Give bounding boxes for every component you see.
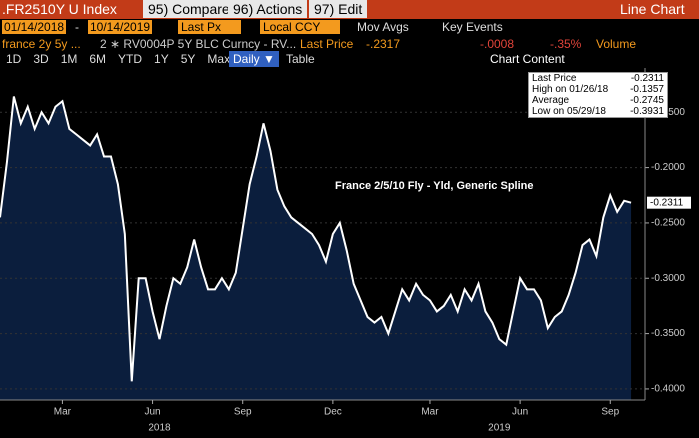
y-tick-label: -0.1500 xyxy=(651,107,685,118)
period-button[interactable]: 5Y xyxy=(180,52,196,66)
legend-row: High on 01/26/18 -0.1357 xyxy=(529,84,667,95)
x-tick-label: Jun xyxy=(512,407,528,418)
period-button[interactable]: 3D xyxy=(33,52,49,66)
view-label: Line Chart xyxy=(620,1,685,17)
area xyxy=(0,96,632,400)
price: -.2317 xyxy=(366,37,401,51)
x-tick-label: Jun xyxy=(145,407,161,418)
y-tick-label: -0.2000 xyxy=(651,162,685,173)
period-button[interactable]: YTD xyxy=(118,52,143,66)
y-tick-label: -0.2500 xyxy=(651,218,685,229)
field: Last Price xyxy=(300,37,354,51)
legend-label: Average xyxy=(532,95,570,106)
x-tick-label: Dec xyxy=(324,407,342,418)
line xyxy=(0,96,632,382)
x-tick-label: Mar xyxy=(421,407,439,418)
compare-button[interactable]: 95) Compare xyxy=(143,0,235,18)
year-label: 2018 xyxy=(148,423,171,434)
legend-row: Last Price -0.2311 xyxy=(529,73,667,84)
y-tick-label: -0.4000 xyxy=(651,384,685,395)
table-button[interactable]: Table xyxy=(286,52,315,66)
legend-value: -0.2311 xyxy=(630,73,664,84)
year-label: 2019 xyxy=(488,423,511,434)
y-tick-label: -0.3000 xyxy=(651,273,685,284)
ticker: .FR2510Y U Index xyxy=(2,1,117,17)
chart: France 2/5/10 Fly - Yld, Generic Spline … xyxy=(0,68,691,434)
legend-value: -0.2745 xyxy=(630,95,664,106)
legend-label: Low on 05/29/18 xyxy=(532,106,606,117)
legend-row: Low on 05/29/18 -0.3931 xyxy=(529,106,667,117)
actions-button[interactable]: 96) Actions xyxy=(228,0,308,18)
legend-row: Average -0.2745 xyxy=(529,95,667,106)
period-button[interactable]: 1Y xyxy=(154,52,169,66)
period-bar: 1D 3D 1M 6M YTD 1Y 5Y Max xyxy=(0,52,236,66)
legend-label: Last Price xyxy=(532,73,577,84)
y-tick-label: -0.3500 xyxy=(651,328,685,339)
frequency[interactable]: Daily ▼ xyxy=(229,51,279,67)
period-button[interactable]: 1M xyxy=(60,52,78,66)
x-tick-label: Sep xyxy=(234,407,252,418)
last-price-tag: -0.2311 xyxy=(650,197,684,208)
security-name: france 2y 5y ... xyxy=(2,37,81,51)
field-select[interactable]: Last Px xyxy=(178,20,242,34)
change: -.0008 xyxy=(480,37,515,51)
x-tick-label: Sep xyxy=(601,407,619,418)
ccy-select[interactable]: Local CCY xyxy=(260,20,341,34)
volume: Volume xyxy=(596,37,637,51)
legend: Last Price -0.2311 High on 01/26/18 -0.1357… xyxy=(528,72,668,118)
pct-change: -.35% xyxy=(550,37,582,51)
last-price-box xyxy=(647,196,691,209)
security: 2 ∗ RV0004P 5Y BLC Curncy - RV... xyxy=(100,37,297,51)
legend-value: -0.1357 xyxy=(630,84,664,95)
legend-label: High on 01/26/18 xyxy=(532,84,609,95)
period-button[interactable]: 1D xyxy=(6,52,22,66)
annotation: France 2/5/10 Fly - Yld, Generic Spline xyxy=(335,180,534,192)
period-button[interactable]: 6M xyxy=(89,52,107,66)
period-button[interactable]: Max xyxy=(207,52,231,66)
end-date[interactable]: 10/14/2019 xyxy=(88,20,153,34)
legend-value: -0.3931 xyxy=(630,106,664,117)
chart-content[interactable]: Chart Content xyxy=(490,52,565,66)
mov-avgs[interactable]: Mov Avgs xyxy=(357,20,409,34)
start-date[interactable]: 01/14/2018 xyxy=(2,20,67,34)
date-dash: - xyxy=(75,20,79,34)
key-events[interactable]: Key Events xyxy=(442,20,503,34)
edit-button[interactable]: 97) Edit xyxy=(309,0,368,18)
x-tick-label: Mar xyxy=(54,407,72,418)
